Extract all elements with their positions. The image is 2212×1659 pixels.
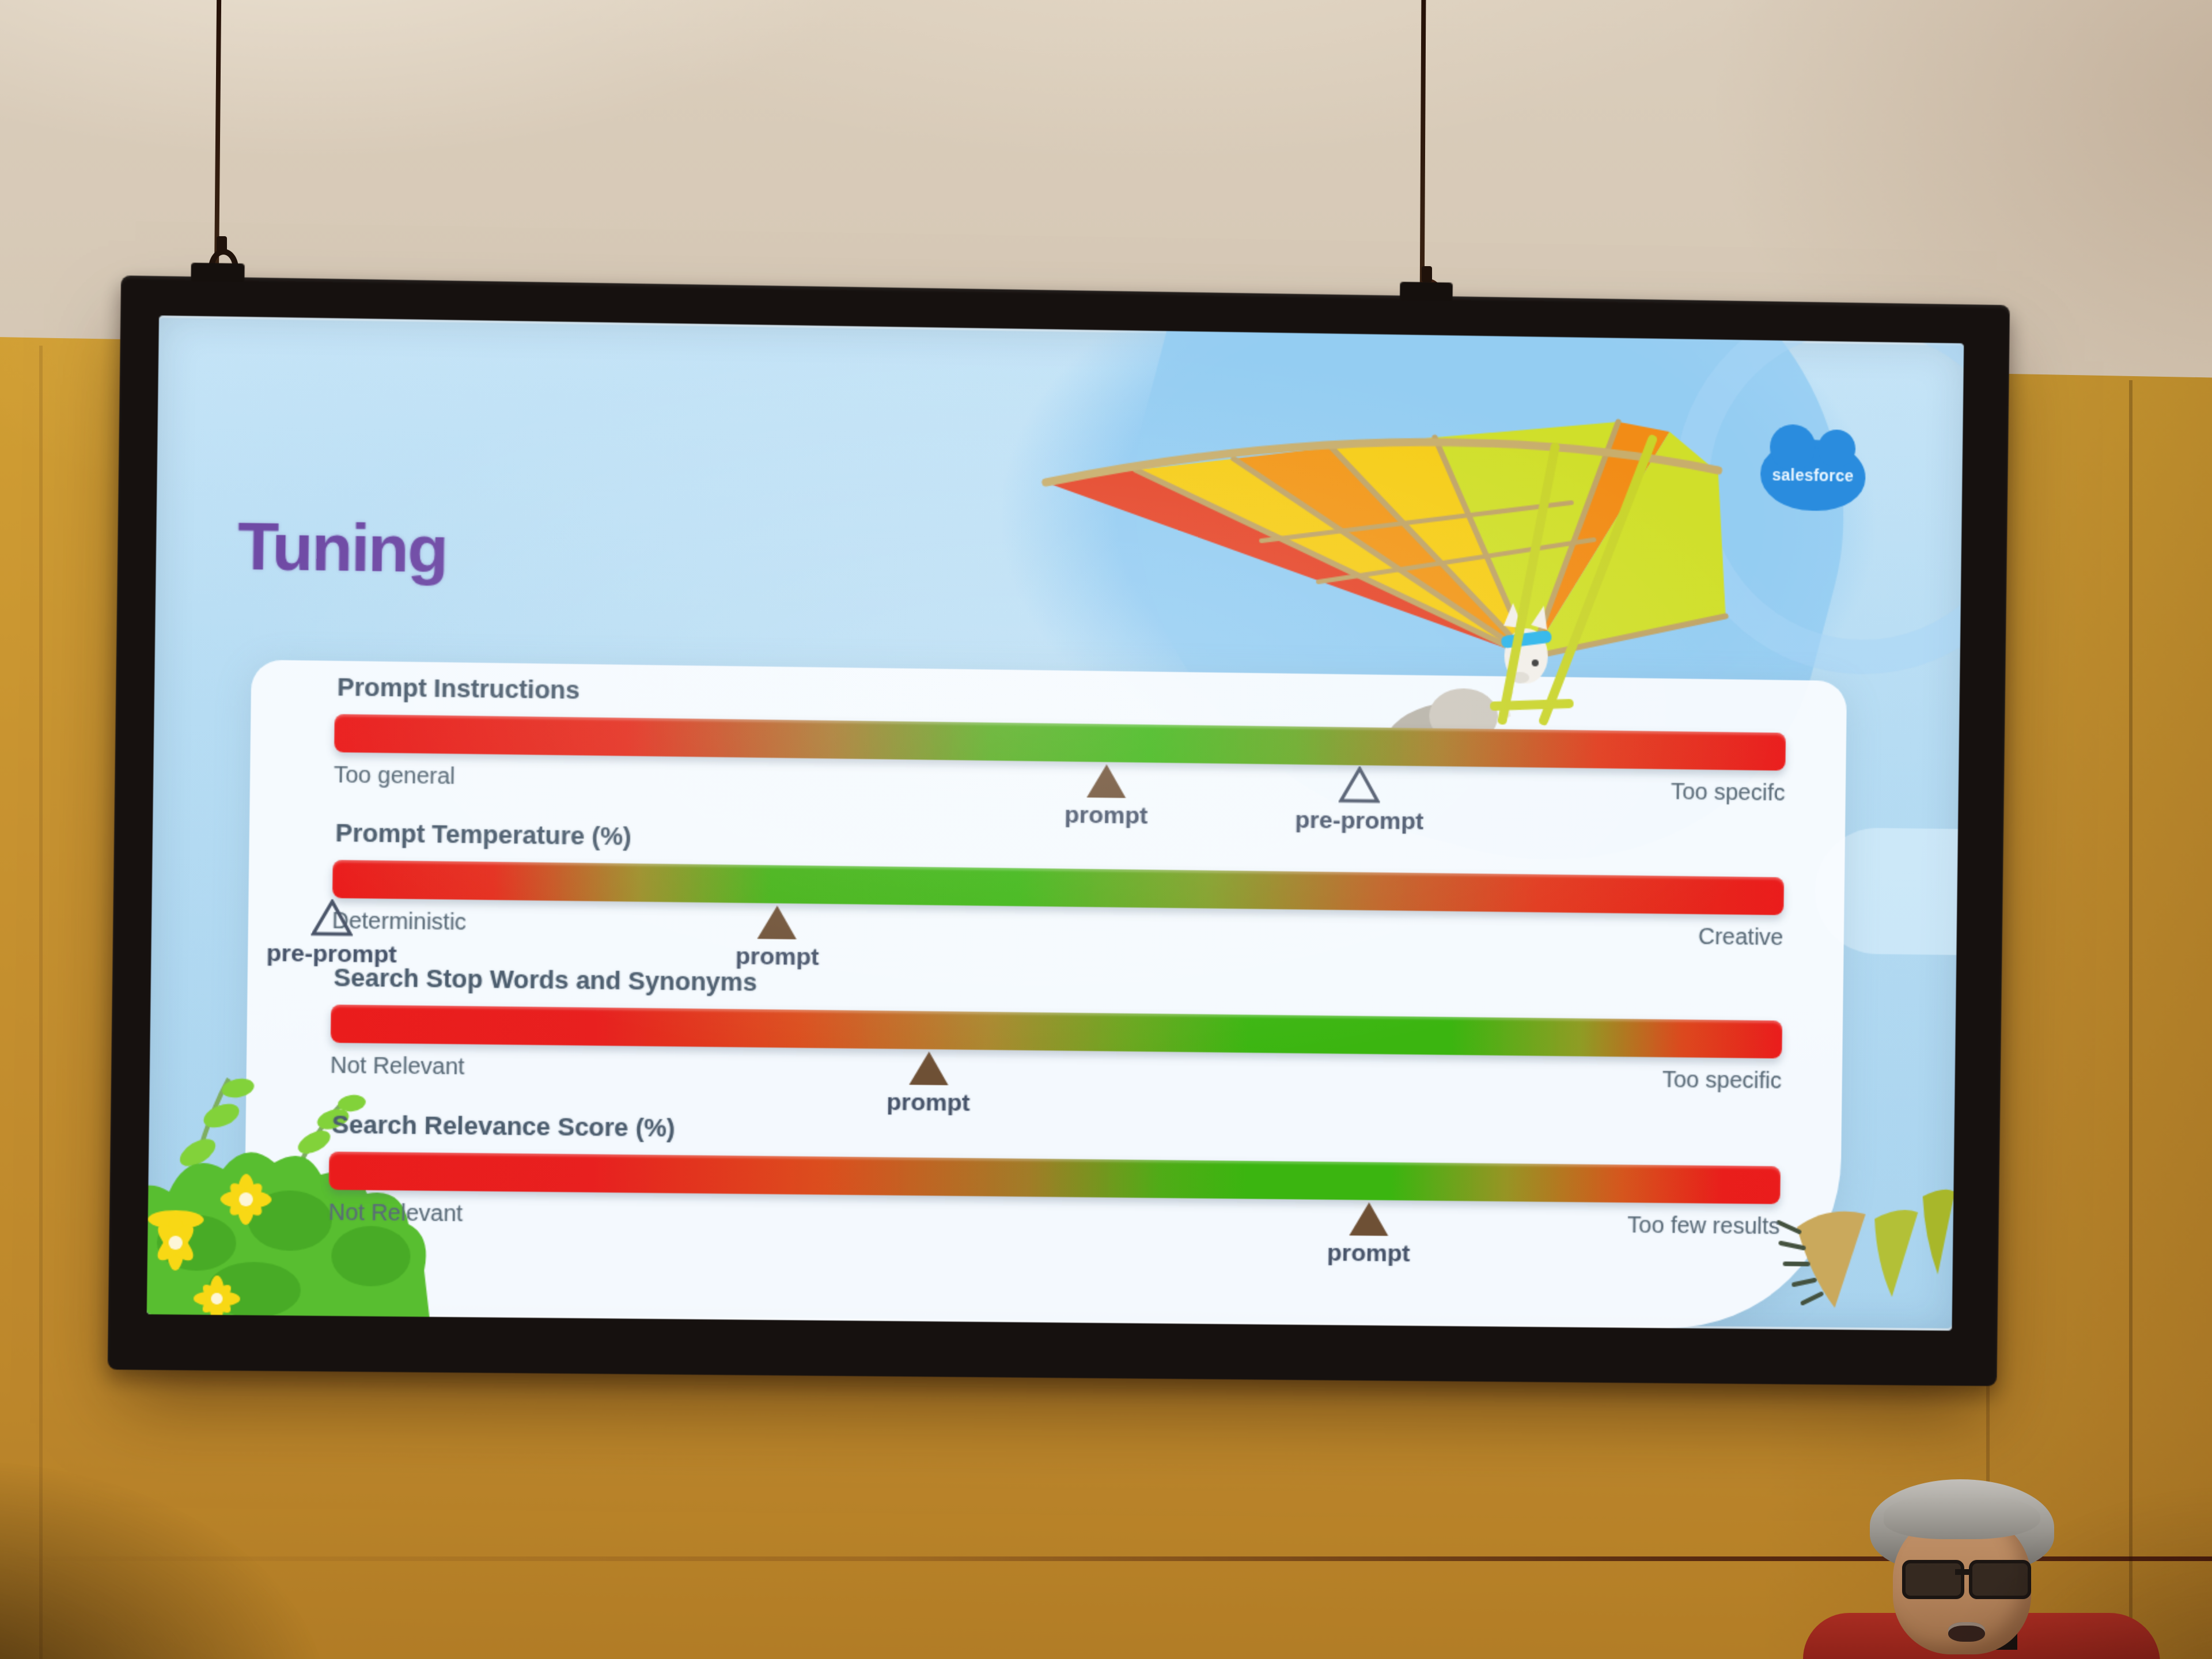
tuning-scale-prompt-instructions: Prompt Instructions Too general Too spec…: [333, 672, 1786, 843]
gradient-bar: [332, 859, 1785, 915]
presenter-mouth: [1948, 1622, 1985, 1642]
endpoint-label-left: Not Relevant: [330, 1053, 465, 1080]
falling-leaves-illustration: [1764, 1189, 1955, 1331]
screen-mount-tab: [191, 262, 245, 282]
marker-label: prompt: [1327, 1240, 1411, 1267]
marker-label: prompt: [1064, 801, 1148, 830]
glider-wing: [1043, 419, 1728, 660]
glasses-lens-left: [1902, 1560, 1964, 1599]
projector-screen: Tuning salesforce: [107, 262, 2010, 1387]
endpoint-label-left: Too general: [334, 762, 456, 790]
endpoint-label-left: Deterministic: [332, 908, 467, 936]
scale-label: Search Stop Words and Synonyms: [333, 963, 757, 997]
tuning-scale-search-stop-words: Search Stop Words and Synonyms Not Relev…: [329, 963, 1783, 1131]
gradient-bar: [328, 1152, 1781, 1205]
presentation-slide: Tuning salesforce: [146, 315, 1964, 1331]
endpoint-label-right: Too specifc: [1671, 779, 1786, 806]
glasses-lens-right: [1969, 1560, 2031, 1599]
endpoint-label-left: Not Relevant: [328, 1200, 463, 1227]
endpoint-label-right: Too specific: [1662, 1067, 1782, 1094]
glasses-bridge: [1955, 1569, 1971, 1575]
wall-vertical-seam: [39, 346, 43, 1659]
presenter-hair-fringe: [1884, 1493, 2040, 1539]
tuning-scale-prompt-temperature: Prompt Temperature (%) Deterministic Cre…: [266, 818, 1785, 987]
tuning-scale-search-relevance-score: Search Relevance Score (%) Not Relevant …: [328, 1110, 1781, 1277]
presenter-glasses: [1902, 1560, 2040, 1599]
slide-title: Tuning: [237, 509, 448, 588]
scale-label: Prompt Instructions: [337, 672, 580, 705]
presenter: [1803, 1479, 2160, 1659]
gradient-bar: [330, 1004, 1783, 1059]
scale-label: Search Relevance Score (%): [331, 1109, 676, 1143]
endpoint-label-right: Too few results: [1627, 1213, 1781, 1240]
screen-mount-tab: [1400, 282, 1453, 301]
gradient-bar: [334, 714, 1786, 771]
scale-label: Prompt Temperature (%): [335, 818, 632, 851]
marker-label: prompt: [886, 1089, 971, 1117]
wall-vertical-seam: [2129, 380, 2133, 1659]
endpoint-label-right: Creative: [1698, 924, 1784, 951]
